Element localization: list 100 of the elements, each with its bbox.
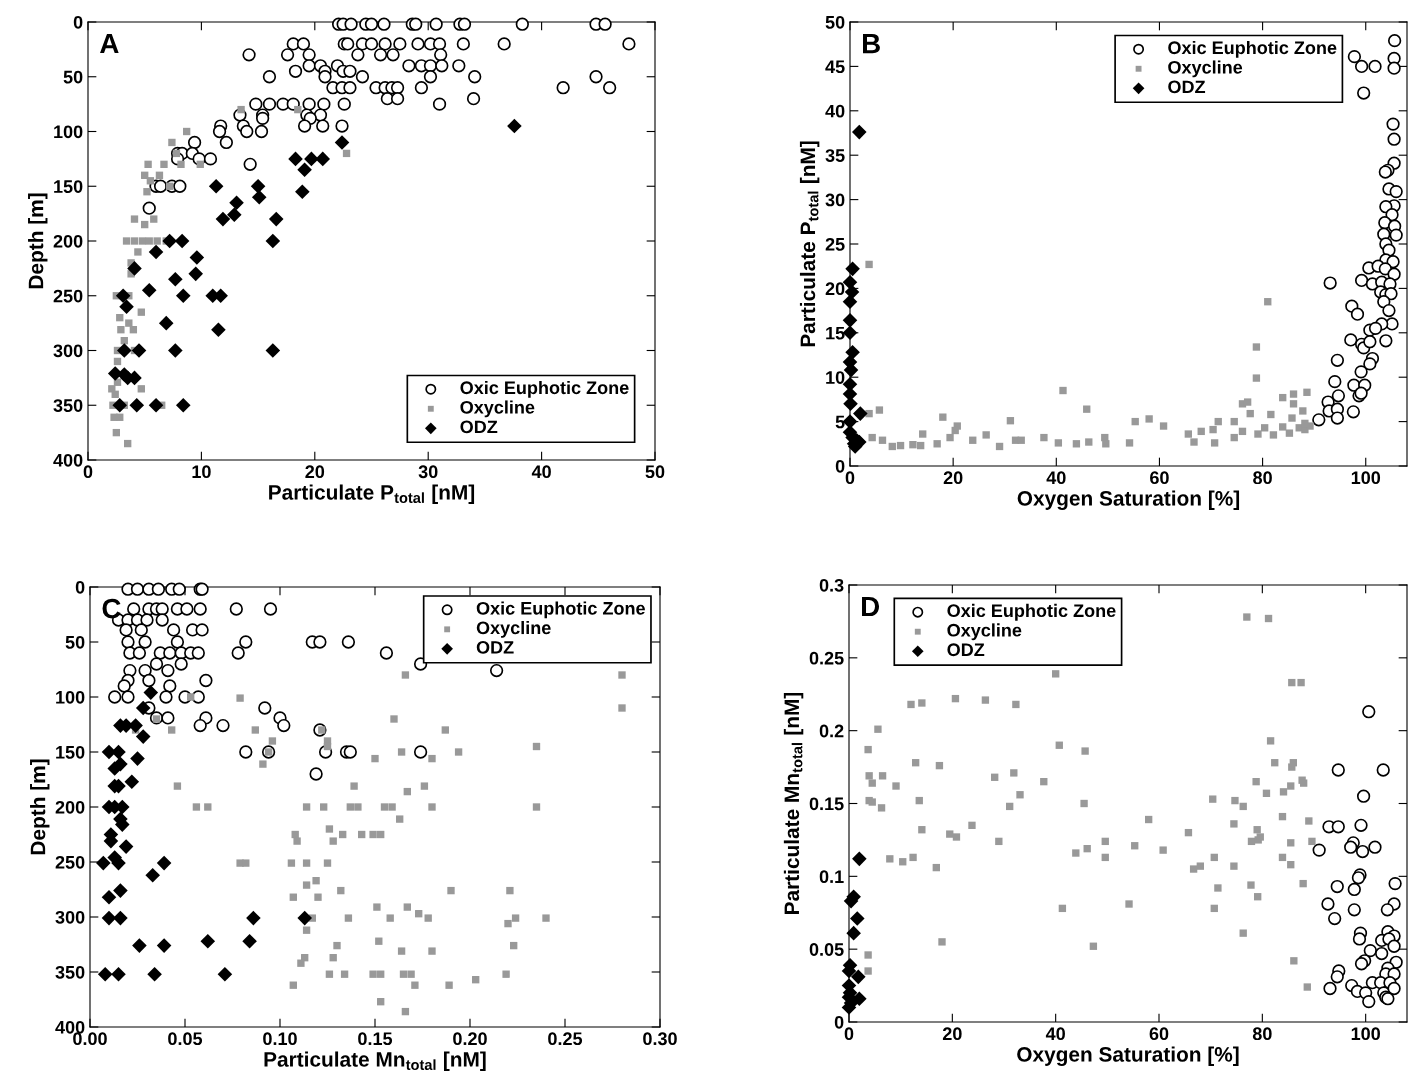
point: [137, 385, 145, 393]
point: [1330, 879, 1344, 894]
point: [137, 308, 145, 316]
legend-label: Oxic Euphotic Zone: [476, 601, 645, 619]
point: [1380, 903, 1395, 917]
point: [200, 933, 216, 949]
point: [145, 237, 153, 245]
point: [846, 925, 861, 941]
x-tick-label: 0.30: [643, 1032, 677, 1046]
point: [297, 162, 312, 178]
point: [182, 127, 191, 136]
x-axis-title: Particulate Mn$_{total}$ [nM]: [264, 1051, 486, 1071]
y-tick-label: 150: [56, 745, 85, 759]
y-axis-title: Depth [m]: [30, 759, 50, 855]
x-tick-label: 0.05: [168, 1032, 203, 1046]
x-tick-label: 0.15: [358, 1032, 393, 1046]
point: [129, 397, 145, 413]
point: [174, 233, 190, 249]
x-tick-label: 60: [1150, 471, 1169, 485]
point: [852, 851, 867, 867]
point: [156, 938, 172, 953]
y-tick-label: 250: [55, 855, 85, 869]
point: [112, 428, 121, 437]
legend-label: ODZ: [947, 643, 985, 657]
point: [1323, 981, 1337, 996]
y-tick-label: 150: [54, 180, 83, 193]
point: [117, 326, 125, 334]
point: [1347, 882, 1361, 897]
x-tick-label: 40: [1045, 1027, 1065, 1041]
point: [342, 149, 351, 158]
legend-label: Oxic Euphotic Zone: [947, 603, 1116, 621]
x-tick-label: 50: [645, 465, 665, 479]
point: [334, 135, 350, 150]
point: [1375, 946, 1389, 961]
x-tick-label: 20: [942, 1027, 962, 1041]
x-axis-title: Oxygen Saturation [%]: [1017, 490, 1240, 510]
point: [1368, 840, 1382, 854]
legend-label: Oxycline: [476, 620, 551, 638]
y-tick-label: 200: [53, 234, 83, 248]
legend-label: ODZ: [476, 641, 514, 654]
point: [288, 151, 303, 167]
point: [1330, 970, 1344, 984]
point: [215, 211, 231, 227]
legend-label: Oxic Euphotic Zone: [1168, 40, 1337, 58]
point: [842, 313, 858, 328]
point: [844, 284, 860, 300]
point: [852, 124, 867, 140]
point: [168, 343, 183, 358]
y-axis-title: Depth [m]: [28, 193, 48, 289]
point: [1363, 943, 1377, 958]
y-tick-label: 350: [55, 965, 85, 979]
y-tick-label: 0.25: [809, 651, 844, 665]
y-tick-label: 0.2: [819, 724, 844, 738]
point: [107, 761, 122, 776]
point: [117, 343, 132, 358]
point: [1387, 981, 1401, 996]
point: [96, 855, 111, 871]
y-tick-label: 25: [825, 237, 845, 251]
point: [111, 744, 126, 760]
point: [1312, 843, 1326, 857]
point: [853, 406, 868, 421]
point: [1347, 903, 1361, 917]
x-tick-label: 80: [1252, 1027, 1272, 1041]
annotation: A: [100, 33, 119, 54]
annotation: B: [863, 34, 880, 54]
y-tick-label: 10: [826, 371, 845, 384]
point: [217, 966, 233, 982]
point: [246, 910, 261, 926]
legend-label: Oxycline: [460, 400, 535, 418]
point: [153, 237, 161, 245]
x-tick-label: 0.25: [548, 1032, 583, 1046]
point: [122, 237, 131, 245]
point: [125, 319, 133, 327]
legend-label: ODZ: [460, 420, 498, 434]
y-tick-label: 300: [55, 910, 85, 924]
y-tick-label: 250: [53, 289, 83, 303]
y-tick-label: 400: [55, 1020, 85, 1034]
legend-label: Oxic Euphotic Zone: [460, 380, 629, 398]
point: [138, 237, 147, 245]
point: [1331, 820, 1345, 834]
x-tick-label: 40: [531, 465, 551, 479]
point: [144, 160, 152, 169]
point: [229, 195, 244, 210]
x-tick-label: 20: [943, 471, 963, 485]
point: [1356, 789, 1371, 803]
point: [148, 244, 164, 260]
point: [112, 397, 128, 413]
point: [101, 889, 117, 905]
point: [160, 160, 168, 169]
x-tick-label: 80: [1253, 471, 1272, 485]
point: [116, 313, 124, 322]
x-axis-title: Oxygen Saturation [%]: [1017, 1046, 1239, 1066]
point: [127, 261, 142, 276]
x-tick-label: 10: [192, 465, 211, 479]
annotation: D: [862, 596, 880, 617]
point: [175, 397, 191, 413]
point: [113, 357, 122, 366]
x-tick-label: 0.10: [263, 1032, 297, 1046]
point: [237, 105, 245, 114]
y-tick-label: 100: [54, 125, 83, 139]
